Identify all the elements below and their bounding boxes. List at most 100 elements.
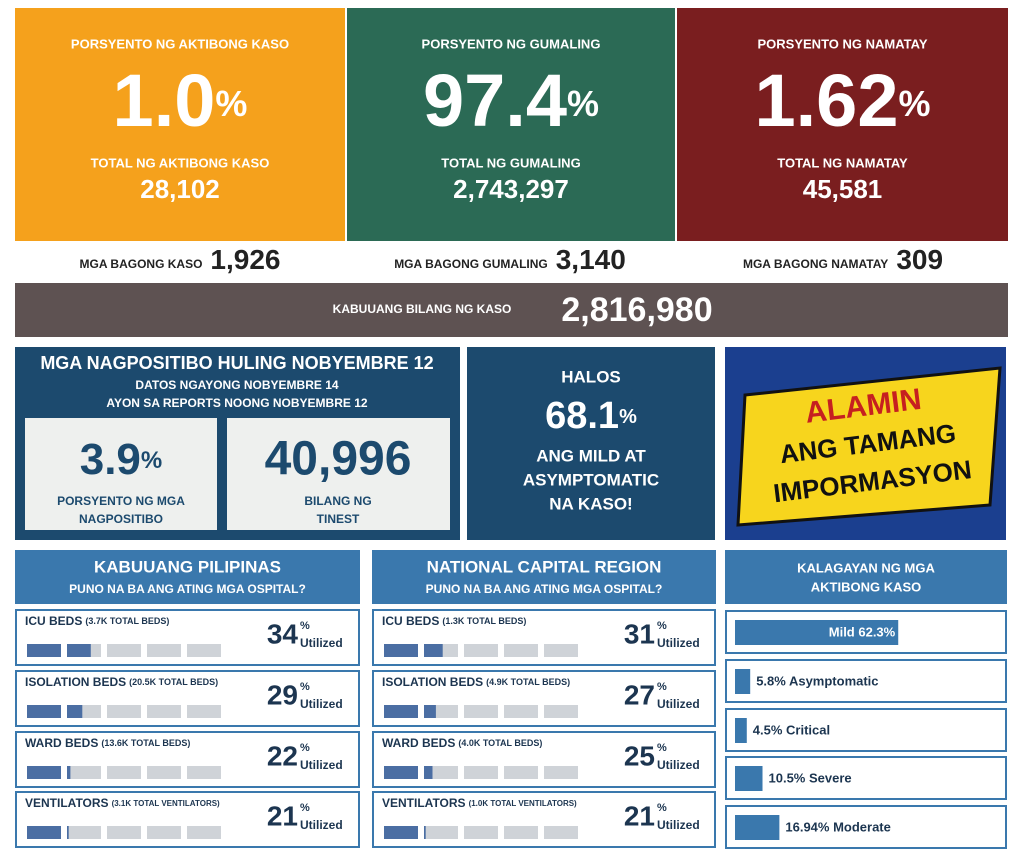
summary-box — [15, 8, 345, 241]
new-cases-part: 309 — [896, 244, 943, 275]
row-name: VENTILATORS — [382, 796, 466, 810]
summary-percent: 1.62% — [754, 59, 930, 142]
bed-fill — [384, 644, 418, 657]
utilized-label: Utilized — [300, 818, 343, 832]
status-title: AKTIBONG KASO — [811, 579, 922, 594]
status-bar — [735, 766, 763, 791]
summary-total-label: TOTAL NG AKTIBONG KASO — [91, 155, 270, 170]
summary-title: PORSYENTO NG GUMALING — [422, 36, 601, 51]
summary-percent-part: 97.4 — [423, 59, 567, 142]
row-value: 31 — [624, 618, 655, 649]
status-label: Mild 62.3% — [829, 624, 896, 639]
bed-fill — [27, 644, 61, 657]
bed-fill — [424, 766, 433, 779]
bed-fill — [424, 826, 426, 839]
new-cases-part: MGA BAGONG NAMATAY — [743, 257, 888, 271]
row-name: VENTILATORS — [25, 796, 109, 810]
total-label: KABUUANG BILANG NG KASO — [333, 302, 512, 316]
mild-top: HALOS — [561, 367, 621, 386]
row-label: VENTILATORS (1.0K TOTAL VENTILATORS) — [382, 796, 577, 810]
bed-fill — [67, 766, 71, 779]
bed-slot — [424, 826, 458, 839]
row-name: WARD BEDS — [25, 736, 98, 750]
positivity-subtitle: AYON SA REPORTS NOONG NOBYEMBRE 12 — [106, 396, 367, 410]
row-name: ISOLATION BEDS — [382, 675, 483, 689]
hospital-subtitle: PUNO NA BA ANG ATING MGA OSPITAL? — [426, 582, 663, 596]
percent-sign: % — [300, 620, 310, 632]
utilized-label: Utilized — [300, 636, 343, 650]
row-value: 27 — [624, 679, 655, 710]
bed-slot — [187, 766, 221, 779]
summary-percent: 97.4% — [423, 59, 599, 142]
summary-box — [677, 8, 1008, 241]
row-label: ICU BEDS (3.7K TOTAL BEDS) — [25, 614, 169, 628]
summary-total: 2,743,297 — [453, 174, 569, 204]
row-total: (3.1K TOTAL VENTILATORS) — [112, 799, 220, 808]
rate-value-part: % — [141, 447, 162, 474]
bed-fill — [27, 826, 61, 839]
status-label: 5.8% Asymptomatic — [756, 673, 878, 688]
bed-slot — [107, 766, 141, 779]
new-cases-part: 3,140 — [556, 244, 626, 275]
bed-slot — [464, 705, 498, 718]
row-value: 21 — [267, 800, 298, 831]
summary-percent-part: % — [899, 83, 931, 124]
status-label: 4.5% Critical — [753, 722, 830, 737]
bed-slot — [147, 766, 181, 779]
mild-line: ASYMPTOMATIC — [523, 470, 659, 489]
total-band — [15, 283, 1008, 337]
summary-percent: 1.0% — [113, 59, 248, 142]
bed-fill — [384, 766, 418, 779]
bed-slot — [107, 644, 141, 657]
bed-slot — [147, 826, 181, 839]
summary-percent-part: % — [567, 83, 599, 124]
hospital-header — [15, 550, 360, 604]
rate-label: NAGPOSITIBO — [79, 512, 163, 526]
row-label: VENTILATORS (3.1K TOTAL VENTILATORS) — [25, 796, 220, 810]
positivity-title: MGA NAGPOSITIBO HULING NOBYEMBRE 12 — [40, 353, 433, 373]
status-row — [725, 708, 1007, 752]
bed-fill — [384, 826, 418, 839]
new-cases: MGA BAGONG GUMALING 3,140 — [394, 244, 626, 275]
bed-slot — [504, 644, 538, 657]
rate-card — [25, 418, 217, 530]
status-label: 10.5% Severe — [769, 770, 852, 785]
bed-slot — [504, 826, 538, 839]
percent-sign: % — [657, 802, 667, 814]
percent-sign: % — [657, 620, 667, 632]
mild-line: ANG MILD AT — [536, 446, 646, 465]
banner-shape — [736, 366, 1002, 527]
row-label: ICU BEDS (1.3K TOTAL BEDS) — [382, 614, 526, 628]
bed-slot — [464, 826, 498, 839]
rate-value: 3.9% — [80, 435, 163, 484]
bed-slot — [187, 644, 221, 657]
new-cases-part: 1,926 — [210, 244, 280, 275]
bed-fill — [27, 766, 61, 779]
percent-sign: % — [657, 681, 667, 693]
row-total: (1.3K TOTAL BEDS) — [442, 616, 526, 626]
new-cases-part: MGA BAGONG GUMALING — [394, 257, 548, 271]
status-title: KALAGAYAN NG MGA — [797, 560, 935, 575]
row-value: 34 — [267, 618, 299, 649]
total-value: 2,816,980 — [561, 291, 712, 329]
bed-slot — [147, 705, 181, 718]
status-bar — [735, 718, 747, 743]
hospital-title: KABUUANG PILIPINAS — [94, 557, 281, 576]
row-value: 25 — [624, 740, 655, 771]
utilized-label: Utilized — [657, 758, 700, 772]
status-label: 16.94% Moderate — [785, 819, 891, 834]
status-bar — [735, 815, 780, 840]
tested-label: BILANG NG — [304, 494, 371, 508]
percent-sign: % — [657, 742, 667, 754]
percent-sign: % — [300, 802, 310, 814]
bed-slot — [504, 766, 538, 779]
bed-fill — [27, 705, 61, 718]
summary-total: 28,102 — [140, 174, 220, 204]
positivity-subtitle: DATOS NGAYONG NOBYEMBRE 14 — [135, 378, 338, 392]
hospital-subtitle: PUNO NA BA ANG ATING MGA OSPITAL? — [69, 582, 306, 596]
mild-value-part: % — [619, 406, 637, 428]
tested-card — [227, 418, 450, 530]
row-value: 21 — [624, 800, 655, 831]
row-total: (3.7K TOTAL BEDS) — [85, 616, 169, 626]
utilized-label: Utilized — [300, 758, 343, 772]
